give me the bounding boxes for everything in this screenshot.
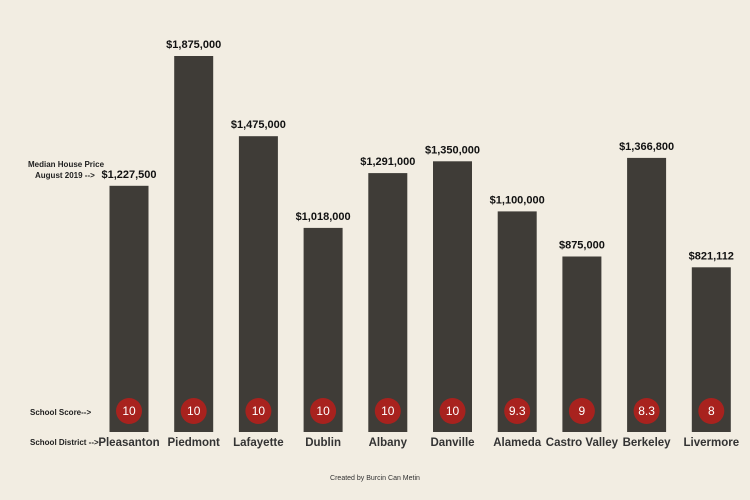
district-label: Piedmont bbox=[168, 437, 221, 449]
score-circle bbox=[180, 398, 207, 424]
bar-alameda bbox=[497, 211, 537, 432]
score-label: 10 bbox=[316, 404, 330, 418]
bar-pleasanton bbox=[109, 185, 149, 432]
district-label: Berkeley bbox=[623, 437, 672, 449]
price-label: $1,291,000 bbox=[360, 156, 415, 168]
price-label: $821,112 bbox=[689, 250, 734, 262]
price-label: $875,000 bbox=[559, 240, 605, 252]
score-circle bbox=[245, 398, 272, 424]
district-label: Danville bbox=[430, 437, 474, 449]
price-label: $1,100,000 bbox=[490, 194, 545, 206]
score-group: 10 10 10 10 10 10 9.3 9 8.3 8 bbox=[116, 398, 725, 424]
district-label: Alameda bbox=[493, 437, 542, 449]
score-circle bbox=[374, 398, 401, 424]
bar-dublin bbox=[303, 227, 343, 432]
score-label: 8 bbox=[708, 404, 715, 418]
credit-text: Created by Burcin Can Metin bbox=[330, 475, 420, 482]
score-label: 10 bbox=[187, 404, 201, 418]
price-label: $1,475,000 bbox=[231, 119, 286, 131]
price-annotation-line2: August 2019 --> bbox=[35, 171, 95, 180]
price-label: $1,875,000 bbox=[166, 39, 221, 51]
bar-danville bbox=[433, 161, 472, 433]
school-score-row-label: School Score--> bbox=[30, 408, 91, 417]
district-label: Dublin bbox=[305, 437, 341, 449]
price-label: $1,018,000 bbox=[296, 211, 351, 223]
district-label: Castro Valley bbox=[546, 437, 619, 449]
score-label: 9.3 bbox=[509, 404, 526, 418]
price-annotation-line1: Median House Price bbox=[28, 160, 105, 169]
score-label: 10 bbox=[446, 404, 460, 418]
score-circle bbox=[504, 398, 531, 424]
school-district-row-label: School District --> bbox=[30, 438, 99, 447]
district-label: Livermore bbox=[683, 437, 739, 449]
score-label: 10 bbox=[252, 404, 266, 418]
score-circle bbox=[698, 398, 725, 424]
bar-piedmont bbox=[174, 56, 214, 432]
price-label: $1,366,800 bbox=[619, 141, 674, 153]
bar-berkeley bbox=[627, 157, 667, 432]
bar-lafayette bbox=[238, 136, 278, 432]
score-label: 9 bbox=[579, 404, 586, 418]
score-circle bbox=[568, 398, 595, 424]
score-circle bbox=[633, 398, 660, 424]
district-label: Albany bbox=[369, 437, 408, 449]
bar-albany bbox=[368, 173, 408, 432]
score-circle bbox=[439, 398, 466, 424]
score-circle bbox=[116, 398, 142, 424]
score-label: 10 bbox=[122, 404, 136, 418]
district-group: Pleasanton Piedmont Lafayette Dublin Albany D… bbox=[98, 437, 739, 449]
price-label: $1,350,000 bbox=[425, 144, 480, 156]
score-label: 10 bbox=[381, 404, 395, 418]
score-label: 8.3 bbox=[638, 404, 655, 418]
district-label: Pleasanton bbox=[98, 437, 159, 449]
score-circle bbox=[310, 398, 337, 424]
district-label: Lafayette bbox=[233, 437, 284, 449]
price-labels-group: $1,227,500 $1,875,000 $1,475,000 $1,018,000… bbox=[101, 39, 733, 262]
price-label: $1,227,500 bbox=[101, 169, 156, 181]
bars-group bbox=[109, 56, 731, 433]
